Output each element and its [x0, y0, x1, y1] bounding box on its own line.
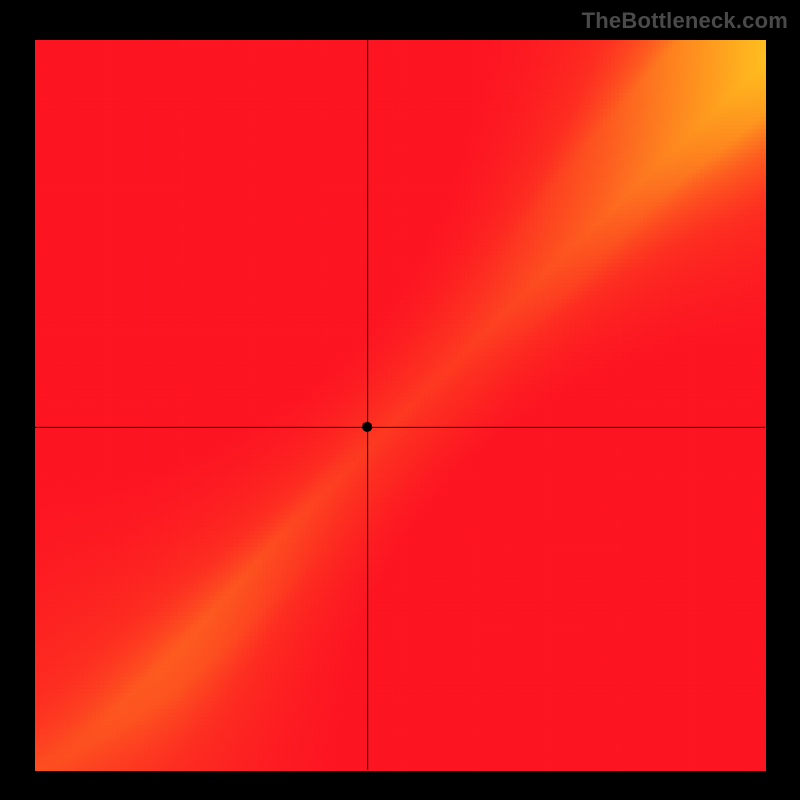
bottleneck-heatmap	[0, 0, 800, 800]
watermark-text: TheBottleneck.com	[582, 8, 788, 34]
